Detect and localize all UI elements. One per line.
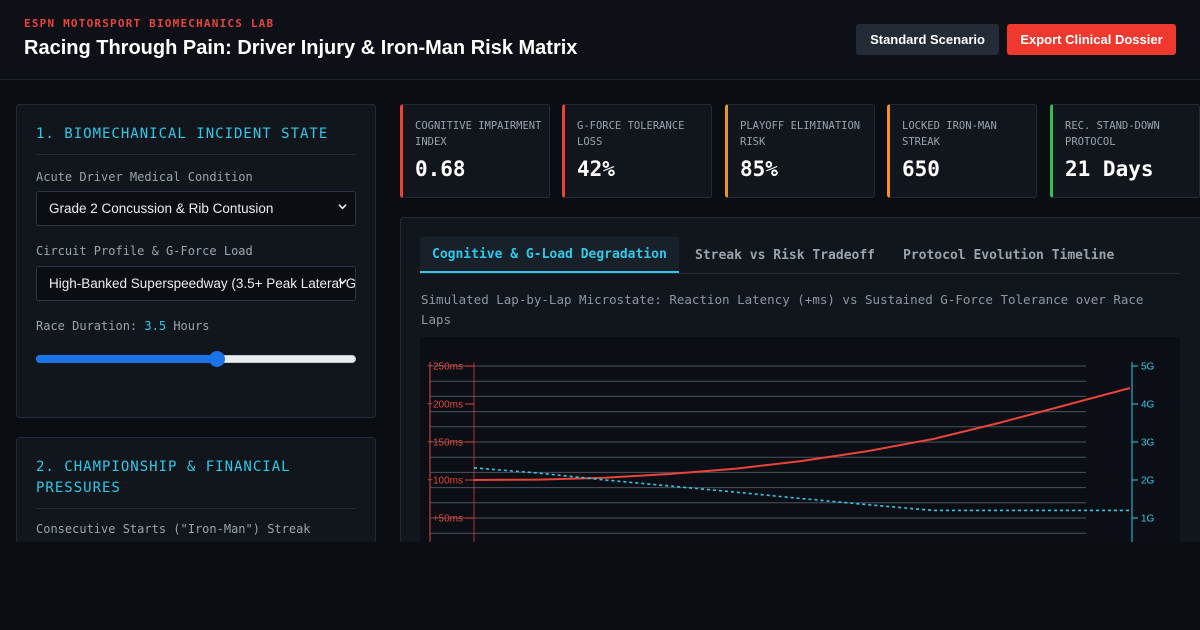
slider-thumb[interactable] — [209, 351, 226, 367]
reaction-latency-line — [473, 387, 1131, 481]
duration-label-prefix: Race Duration: — [36, 319, 138, 333]
condition-label: Acute Driver Medical Condition — [36, 170, 253, 184]
lab-kicker: ESPN MOTORSPORT BIOMECHANICS LAB — [24, 17, 275, 30]
kpi-label: LOCKED IRON-MAN STREAK — [902, 120, 997, 148]
chevron-down-icon — [338, 204, 347, 210]
app-header: ESPN MOTORSPORT BIOMECHANICS LAB Racing … — [0, 0, 1200, 80]
championship-pressures-panel: 2. CHAMPIONSHIP & FINANCIAL PRESSURES Co… — [16, 437, 376, 557]
y-left-tick-label: +250ms — [427, 362, 463, 373]
circuit-select[interactable]: High-Banked Superspeedway (3.5+ Peak Lat… — [36, 266, 356, 301]
condition-select[interactable]: Grade 2 Concussion & Rib Contusion — [36, 191, 356, 226]
y-left-tick-label: +200ms — [427, 400, 463, 411]
kpi-label: REC. STAND-DOWN PROTOCOL — [1065, 120, 1160, 148]
duration-unit: Hours — [173, 319, 210, 333]
page-title: Racing Through Pain: Driver Injury & Iro… — [24, 37, 578, 59]
standard-scenario-button[interactable]: Standard Scenario — [856, 24, 999, 55]
kpi-card-gforce: G-FORCE TOLERANCE LOSS 42% — [562, 104, 712, 198]
chart-panel: Cognitive & G-Load Degradation Streak vs… — [400, 217, 1200, 557]
streak-label: Consecutive Starts ("Iron-Man") Streak — [36, 522, 311, 536]
kpi-label: COGNITIVE IMPAIRMENT INDEX — [415, 120, 542, 148]
chart-subtitle: Simulated Lap-by-Lap Microstate: Reactio… — [421, 292, 1144, 327]
kpi-value: 42% — [577, 157, 615, 181]
y-left-tick-label: +100ms — [427, 476, 463, 487]
y-right-tick-label: 3G — [1141, 438, 1155, 449]
y-left-tick-label: +50ms — [433, 514, 463, 525]
kpi-card-streak: LOCKED IRON-MAN STREAK 650 — [887, 104, 1037, 198]
chevron-down-icon — [338, 279, 347, 285]
y-right-tick-label: 1G — [1141, 514, 1155, 525]
tab-protocol-timeline[interactable]: Protocol Evolution Timeline — [903, 247, 1115, 263]
condition-select-value: Grade 2 Concussion & Rib Contusion — [49, 201, 274, 216]
kpi-value: 0.68 — [415, 157, 466, 181]
tab-cognitive-gload[interactable]: Cognitive & G-Load Degradation — [420, 237, 679, 273]
y-right-tick-label: 4G — [1141, 400, 1155, 411]
y-right-tick-label: 5G — [1141, 362, 1155, 373]
tab-streak-risk[interactable]: Streak vs Risk Tradeoff — [695, 247, 876, 263]
chart-tabs: Cognitive & G-Load Degradation Streak vs… — [420, 237, 1180, 274]
kpi-value: 21 Days — [1065, 157, 1154, 181]
y-left-tick-label: +150ms — [427, 438, 463, 449]
export-dossier-button[interactable]: Export Clinical Dossier — [1007, 24, 1176, 55]
degradation-chart: +250ms +200ms +150ms +100ms +50ms 5G 4G 3G 2G 1G — [420, 337, 1180, 557]
kpi-label: G-FORCE TOLERANCE LOSS — [577, 120, 685, 148]
duration-label: Race Duration: 3.5 Hours — [36, 319, 209, 333]
kpi-value: 85% — [740, 157, 778, 181]
screen-cutoff — [0, 542, 1200, 630]
kpi-card-playoff: PLAYOFF ELIMINATION RISK 85% — [725, 104, 875, 198]
circuit-label: Circuit Profile & G-Force Load — [36, 244, 253, 258]
kpi-value: 650 — [902, 157, 940, 181]
chart-svg: +250ms +200ms +150ms +100ms +50ms 5G 4G 3G 2G 1G — [427, 362, 1155, 557]
kpi-card-standdown: REC. STAND-DOWN PROTOCOL 21 Days — [1050, 104, 1200, 198]
circuit-select-value: High-Banked Superspeedway (3.5+ Peak Lat… — [49, 276, 356, 291]
kpi-card-cognitive: COGNITIVE IMPAIRMENT INDEX 0.68 — [400, 104, 550, 198]
slider-fill — [36, 355, 218, 363]
duration-value: 3.5 — [144, 319, 167, 333]
incident-state-heading: 1. BIOMECHANICAL INCIDENT STATE — [36, 124, 356, 155]
race-duration-slider[interactable] — [36, 350, 356, 368]
championship-pressures-heading: 2. CHAMPIONSHIP & FINANCIAL PRESSURES — [36, 457, 356, 509]
gforce-tolerance-line — [473, 467, 1130, 512]
kpi-label: PLAYOFF ELIMINATION RISK — [740, 120, 861, 148]
y-right-tick-label: 2G — [1141, 476, 1155, 487]
incident-state-panel: 1. BIOMECHANICAL INCIDENT STATE Acute Dr… — [16, 104, 376, 418]
